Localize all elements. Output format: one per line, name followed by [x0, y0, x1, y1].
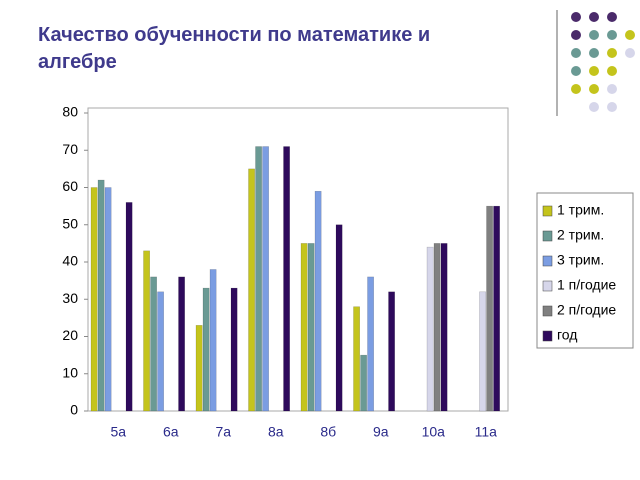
x-tick-label: 6а [163, 424, 179, 440]
y-tick-label: 60 [62, 178, 78, 194]
bar [388, 291, 395, 412]
x-tick-label: 7а [215, 424, 231, 440]
x-tick-label: 9а [373, 424, 389, 440]
legend-swatch [542, 205, 553, 217]
bar [493, 205, 500, 412]
x-tick-label: 10а [422, 424, 446, 440]
legend-label: 2 трим. [557, 227, 604, 243]
bar [157, 291, 164, 412]
bar [360, 354, 367, 412]
bar [300, 243, 308, 412]
bar [248, 168, 255, 412]
bar [97, 179, 105, 412]
bar [283, 146, 290, 412]
bar [335, 224, 343, 412]
bar [426, 246, 434, 412]
legend-label: 3 трим. [557, 252, 604, 268]
bar [307, 243, 315, 412]
legend-label: 2 п/годие [557, 302, 616, 318]
bar [314, 190, 322, 412]
bar [367, 276, 374, 412]
y-tick-label: 70 [62, 141, 78, 157]
bar [90, 187, 98, 412]
bar [433, 243, 441, 412]
bar [486, 205, 493, 412]
bar [104, 187, 112, 412]
decoration [556, 10, 635, 116]
bar [195, 325, 203, 412]
y-tick-label: 10 [62, 364, 78, 380]
legend-swatch [542, 230, 553, 242]
bar [230, 287, 238, 412]
bar [202, 287, 210, 412]
y-tick-label: 50 [62, 215, 78, 231]
legend-swatch [542, 330, 553, 342]
bar [125, 202, 133, 412]
x-tick-label: 8б [320, 424, 336, 440]
bar [255, 146, 262, 412]
y-tick-label: 0 [70, 402, 78, 418]
legend-swatch [542, 255, 553, 267]
legend-label: 1 п/годие [557, 277, 616, 293]
y-tick-label: 40 [62, 253, 78, 269]
legend [536, 192, 634, 349]
bar [150, 276, 157, 412]
legend-label: год [557, 327, 577, 343]
bar [440, 243, 448, 412]
legend-label: 1 трим. [557, 202, 604, 218]
bar [209, 269, 217, 412]
legend-swatch [542, 280, 553, 292]
y-tick-label: 80 [62, 104, 78, 120]
x-tick-label: 5а [110, 424, 126, 440]
bar [143, 250, 150, 412]
bar [262, 146, 269, 412]
bar [178, 276, 185, 412]
x-tick-label: 8а [268, 424, 284, 440]
y-tick-label: 30 [62, 290, 78, 306]
bar [479, 291, 486, 412]
x-tick-label: 11а [475, 424, 498, 440]
bar [353, 306, 360, 412]
y-tick-label: 20 [62, 327, 78, 343]
legend-swatch [542, 305, 553, 317]
plot-frame [87, 107, 509, 412]
chart-title: Качество обученности по математике и алг… [38, 24, 431, 73]
